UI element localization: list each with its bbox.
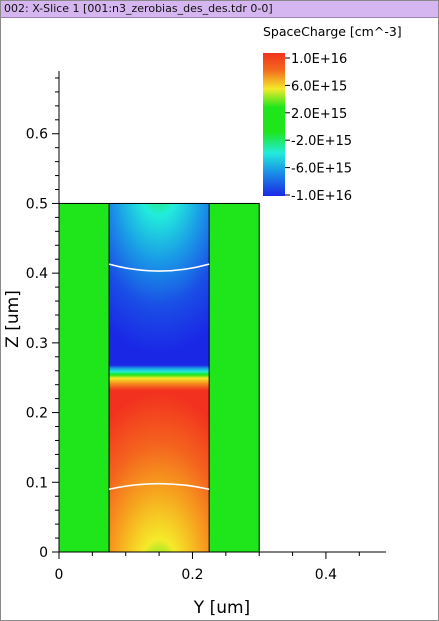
space-charge-plot[interactable]: 0 0.2 0.4 0 0.1 0.2 0.3 0.4 0.5 0.6 SpaceCharge [… xyxy=(1,18,438,620)
region-n-depleted-top xyxy=(109,203,210,368)
y-tick-label: 0.2 xyxy=(26,406,48,422)
y-tick-label: 0.6 xyxy=(26,127,48,143)
colorbar-tick-label: -2.0E+15 xyxy=(291,134,352,149)
y-axis-label: Z [um] xyxy=(3,290,23,348)
y-tick-label: 0.4 xyxy=(26,266,48,282)
axes: 0 0.2 0.4 0 0.1 0.2 0.3 0.4 0.5 0.6 xyxy=(26,71,386,583)
y-tick-label: 0.5 xyxy=(26,196,48,212)
y-tick-label: 0 xyxy=(39,545,48,561)
colorbar-tick-label: -1.0E+16 xyxy=(291,189,352,204)
region-left-green xyxy=(59,203,110,552)
colorbar-tick-label: -6.0E+15 xyxy=(291,162,352,177)
x-tick-label: 0 xyxy=(55,567,64,583)
colorbar-tick-label: 2.0E+15 xyxy=(291,107,347,122)
region-p-depleted-bottom xyxy=(109,377,210,552)
y-tick-label: 0.1 xyxy=(26,475,48,491)
colorbar-label: SpaceCharge [cm^-3] xyxy=(263,24,402,39)
colorbar-gradient xyxy=(263,53,285,196)
region-junction-transition xyxy=(109,365,210,391)
device-regions xyxy=(58,202,260,553)
colorbar: SpaceCharge [cm^-3] 1.0E+16 6.0E+15 2.0E+1… xyxy=(263,24,402,204)
colorbar-tick-label: 1.0E+16 xyxy=(291,52,347,67)
colorbar-tick-label: 6.0E+15 xyxy=(291,79,347,94)
y-tick-label: 0.3 xyxy=(26,336,48,352)
window-title: 002: X-Slice 1 [001:n3_zerobias_des_des.… xyxy=(4,2,273,15)
window-titlebar[interactable]: 002: X-Slice 1 [001:n3_zerobias_des_des.… xyxy=(1,1,438,18)
x-tick-label: 0.4 xyxy=(315,567,337,583)
contour-lines xyxy=(108,263,210,491)
x-axis-label: Y [um] xyxy=(193,598,250,618)
x-tick-label: 0.2 xyxy=(181,567,203,583)
contour-lower-boundary xyxy=(108,482,210,491)
region-right-green xyxy=(209,203,260,552)
contour-upper-boundary xyxy=(108,263,210,272)
